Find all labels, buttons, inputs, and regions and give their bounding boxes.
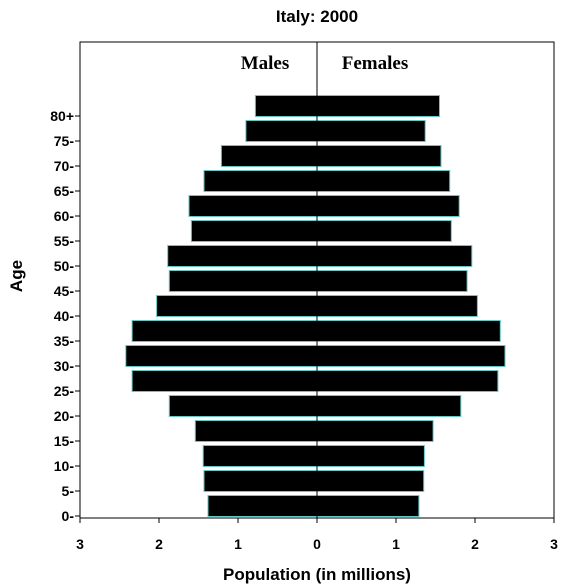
female-bar-0 bbox=[316, 495, 420, 517]
population-tick-labels: 3 2 1 0 1 2 3 bbox=[76, 518, 558, 552]
age-tick-labels: 0- 5- 10- 15- 20- 25- 30- 35- 40- 45- 50- 55- 60- 65-… bbox=[50, 108, 80, 524]
male-bar-12 bbox=[188, 195, 318, 217]
age-tick-label-16: 80+ bbox=[50, 108, 74, 124]
age-tick-label-3: 15- bbox=[54, 433, 75, 449]
female-bars bbox=[316, 95, 506, 517]
y-axis-label: Age bbox=[7, 260, 26, 292]
male-bar-16 bbox=[254, 95, 318, 117]
female-bar-5 bbox=[316, 370, 499, 392]
age-tick-label-1: 5- bbox=[62, 483, 75, 499]
age-tick-label-2: 10- bbox=[54, 458, 75, 474]
male-bar-0 bbox=[207, 495, 318, 517]
x-axis-label: Population (in millions) bbox=[223, 565, 411, 584]
age-tick-label-15: 75- bbox=[54, 133, 75, 149]
population-tick-label-1: 2 bbox=[155, 536, 163, 552]
population-tick-label-0: 3 bbox=[76, 536, 84, 552]
male-bar-7 bbox=[131, 320, 318, 342]
male-bar-5 bbox=[131, 370, 318, 392]
female-bar-16 bbox=[316, 95, 440, 117]
female-bar-4 bbox=[316, 395, 462, 417]
male-bars bbox=[125, 95, 318, 517]
age-tick-label-13: 65- bbox=[54, 183, 75, 199]
male-bar-11 bbox=[190, 220, 318, 242]
male-bar-8 bbox=[156, 295, 318, 317]
age-tick-label-6: 30- bbox=[54, 358, 75, 374]
female-bar-6 bbox=[316, 345, 506, 367]
female-bar-2 bbox=[316, 445, 425, 467]
age-tick-label-11: 55- bbox=[54, 233, 75, 249]
age-tick-label-8: 40- bbox=[54, 308, 75, 324]
male-bar-6 bbox=[125, 345, 318, 367]
male-bar-2 bbox=[202, 445, 318, 467]
females-label: Females bbox=[342, 53, 408, 74]
male-bar-10 bbox=[167, 245, 318, 267]
female-bar-7 bbox=[316, 320, 501, 342]
male-bar-13 bbox=[203, 170, 318, 192]
female-bar-1 bbox=[316, 470, 425, 492]
age-tick-label-10: 50- bbox=[54, 258, 75, 274]
population-tick-label-4: 1 bbox=[392, 536, 400, 552]
male-bar-4 bbox=[168, 395, 318, 417]
female-bar-10 bbox=[316, 245, 473, 267]
age-tick-label-5: 25- bbox=[54, 383, 75, 399]
population-tick-label-3: 0 bbox=[313, 536, 321, 552]
age-tick-label-12: 60- bbox=[54, 208, 75, 224]
female-bar-14 bbox=[316, 145, 442, 167]
female-bar-15 bbox=[316, 120, 426, 142]
age-tick-label-9: 45- bbox=[54, 283, 75, 299]
population-tick-label-6: 3 bbox=[550, 536, 558, 552]
male-bar-14 bbox=[220, 145, 318, 167]
age-tick-label-14: 70- bbox=[54, 158, 75, 174]
male-bar-9 bbox=[168, 270, 318, 292]
males-label: Males bbox=[241, 53, 290, 74]
male-bar-3 bbox=[194, 420, 318, 442]
female-bar-11 bbox=[316, 220, 452, 242]
chart-title: Italy: 2000 bbox=[276, 7, 358, 26]
female-bar-8 bbox=[316, 295, 478, 317]
female-bar-9 bbox=[316, 270, 468, 292]
age-tick-label-0: 0- bbox=[62, 508, 75, 524]
female-bar-3 bbox=[316, 420, 434, 442]
population-tick-label-2: 1 bbox=[234, 536, 242, 552]
male-bar-15 bbox=[245, 120, 318, 142]
age-tick-label-7: 35- bbox=[54, 333, 75, 349]
population-tick-label-5: 2 bbox=[471, 536, 479, 552]
female-bar-13 bbox=[316, 170, 451, 192]
age-tick-label-4: 20- bbox=[54, 408, 75, 424]
male-bar-1 bbox=[203, 470, 318, 492]
female-bar-12 bbox=[316, 195, 460, 217]
